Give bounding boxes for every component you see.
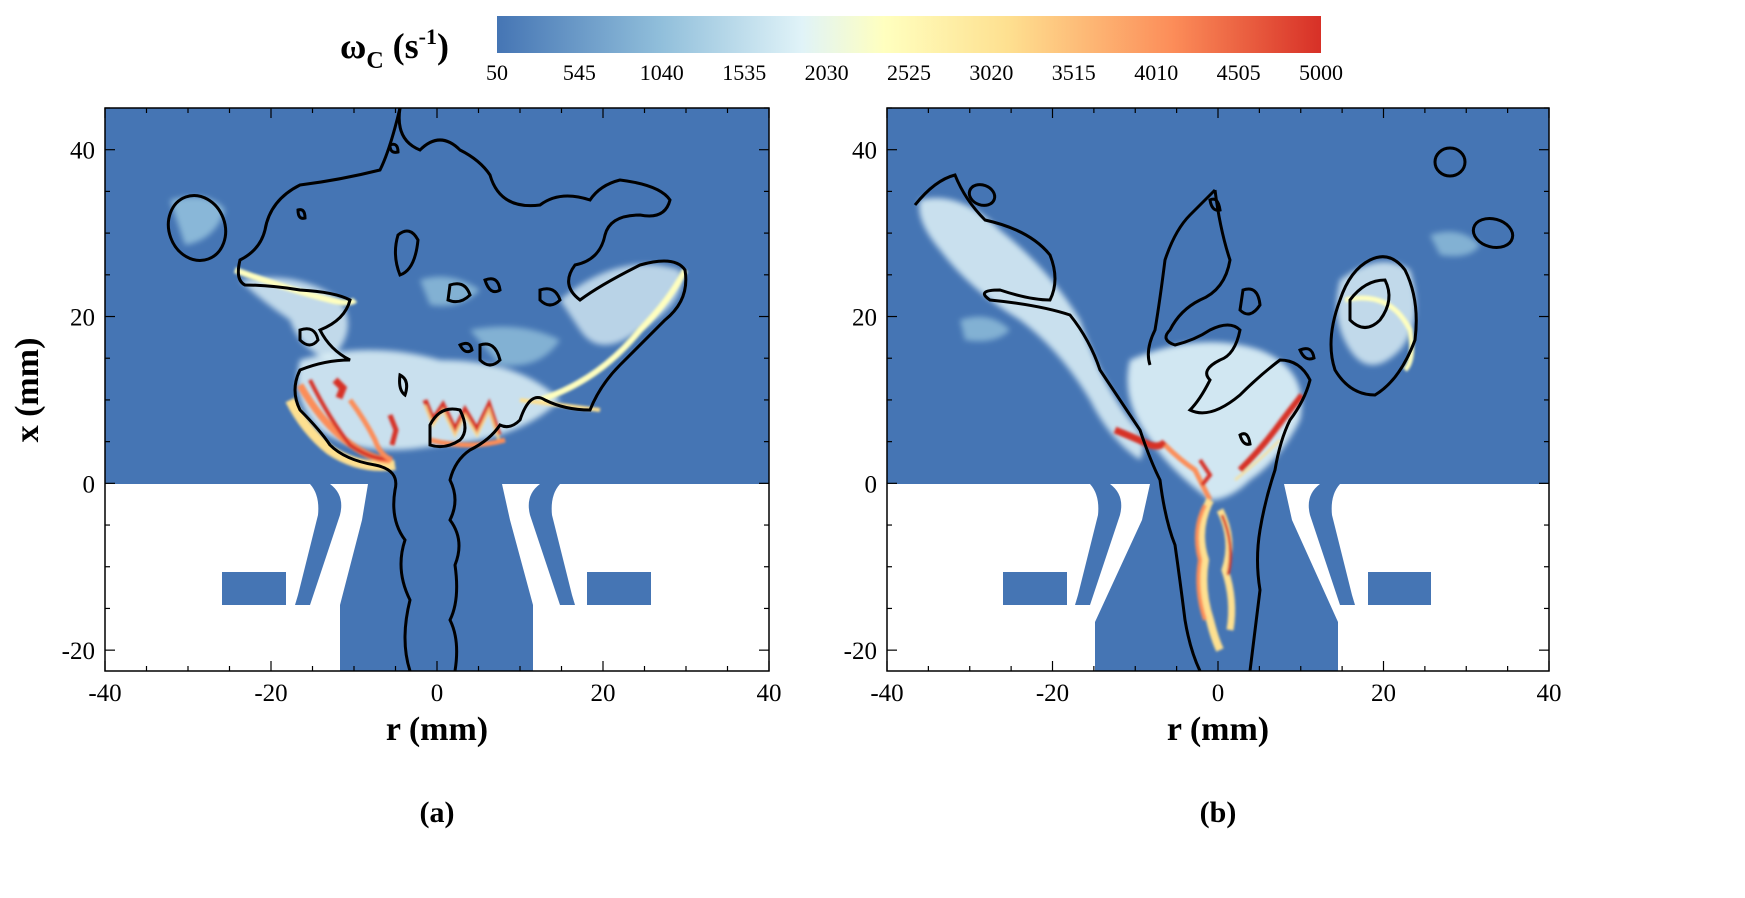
panel-b-block-right	[1368, 572, 1431, 605]
colorbar-unit-close: )	[437, 26, 449, 66]
x-tick-label: -40	[870, 680, 903, 707]
y-tick-label: -20	[62, 638, 95, 665]
x-tick-label: 0	[1212, 680, 1225, 707]
panel-a: -40 -20 0 20 40 -20 0 20 40 r (mm) x (mm) (a)	[9, 107, 782, 829]
panel-a-ylabel: x (mm)	[9, 338, 46, 443]
colorbar-subscript: C	[366, 48, 383, 74]
panel-a-label: (a)	[420, 796, 455, 829]
colorbar-ticks: 50 545 1040 1535 2030 2525 3020 3515 4010 4505 500…	[486, 60, 1343, 85]
y-tick-label: 0	[865, 471, 878, 498]
y-tick-label: 20	[852, 305, 877, 332]
panel-b-swirler-left	[1075, 484, 1122, 605]
panel-b-reaction-sharp	[1113, 295, 1415, 652]
panel-b-field	[887, 108, 1549, 671]
x-tick-label: 40	[1537, 680, 1562, 707]
panel-a-swirler-right	[528, 484, 575, 605]
colorbar-tick-label: 2525	[887, 60, 931, 85]
colorbar-title: ωC (s-1)	[340, 24, 449, 74]
panel-a-axes: -40 -20 0 20 40 -20 0 20 40	[62, 107, 782, 707]
panel-b-swirler-right	[1308, 484, 1355, 605]
y-tick-label: -20	[844, 638, 877, 665]
panel-a-field	[105, 108, 769, 671]
colorbar-gradient	[497, 16, 1321, 53]
colorbar-tick-label: 1040	[640, 60, 684, 85]
colorbar-tick-label: 5000	[1299, 60, 1343, 85]
panel-a-jet-passage	[340, 484, 533, 671]
colorbar-tick-label: 3020	[969, 60, 1013, 85]
x-tick-label: 40	[757, 680, 782, 707]
colorbar-unit: (s	[384, 26, 419, 66]
x-tick-label: -20	[254, 680, 287, 707]
panel-b-reaction-soft	[919, 198, 1480, 500]
colorbar-tick-label: 2030	[805, 60, 849, 85]
panel-b-xlabel: r (mm)	[1167, 711, 1269, 748]
panel-b-block-left	[1003, 572, 1067, 605]
colorbar-tick-label: 4505	[1217, 60, 1261, 85]
x-tick-label: 20	[591, 680, 616, 707]
panel-a-swirler-left	[295, 484, 342, 605]
colorbar-symbol: ω	[340, 26, 366, 66]
y-tick-label: 40	[70, 138, 95, 165]
x-tick-label: 0	[431, 680, 444, 707]
panel-a-block-right	[587, 572, 651, 605]
x-tick-label: 20	[1371, 680, 1396, 707]
colorbar-tick-label: 1535	[722, 60, 766, 85]
colorbar-tick-label: 4010	[1134, 60, 1178, 85]
panel-b-label: (b)	[1200, 796, 1237, 829]
colorbar: ωC (s-1) 50 545 1040 1535 2030 2525 3020 3515 40…	[340, 16, 1343, 85]
y-tick-label: 20	[70, 305, 95, 332]
panel-b-axes: -40 -20 0 20 40 -20 0 20 40	[844, 107, 1562, 707]
panel-a-contours	[166, 108, 688, 671]
panel-a-xlabel: r (mm)	[386, 711, 488, 748]
panel-b-contours	[913, 146, 1515, 671]
y-tick-label: 40	[852, 138, 877, 165]
colorbar-tick-label: 3515	[1052, 60, 1096, 85]
x-tick-label: -40	[88, 680, 121, 707]
panel-b-jet-passage	[1095, 484, 1338, 671]
panel-b: -40 -20 0 20 40 -20 0 20 40 r (mm) (b)	[844, 107, 1562, 829]
colorbar-tick-label: 50	[486, 60, 508, 85]
y-tick-label: 0	[83, 471, 96, 498]
x-tick-label: -20	[1036, 680, 1069, 707]
colorbar-unit-exponent: -1	[419, 24, 437, 49]
panel-a-block-left	[222, 572, 286, 605]
colorbar-tick-label: 545	[563, 60, 596, 85]
